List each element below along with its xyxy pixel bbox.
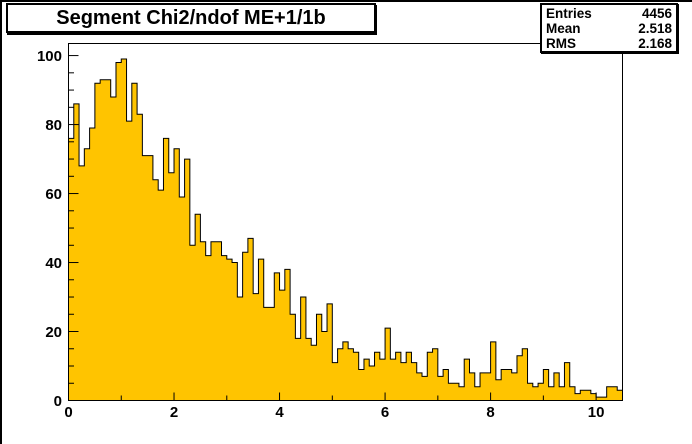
y-axis-label-40: 40: [45, 255, 62, 272]
stats-label: Entries: [546, 6, 592, 21]
stats-value: 2.168: [638, 36, 672, 51]
stats-value: 2.518: [638, 21, 672, 36]
x-axis-label-6: 6: [381, 404, 389, 421]
y-axis-label-20: 20: [45, 324, 62, 341]
y-axis-label-60: 60: [45, 186, 62, 203]
stats-label: RMS: [546, 36, 576, 51]
stats-value: 4456: [641, 6, 672, 21]
stats-box: Entries 4456 Mean 2.518 RMS 2.168: [540, 3, 678, 53]
y-axis-label-0: 0: [54, 393, 62, 410]
canvas-top-border: [0, 0, 692, 2]
x-axis-label-0: 0: [64, 404, 72, 421]
histogram-bars: [68, 58, 623, 401]
title-box: Segment Chi2/ndof ME+1/1b: [6, 3, 376, 33]
stats-row-mean: Mean 2.518: [546, 21, 672, 36]
canvas-left-border: [0, 0, 2, 444]
y-axis-label-100: 100: [37, 48, 62, 65]
x-axis-label-8: 8: [486, 404, 494, 421]
y-axis-label-80: 80: [45, 117, 62, 134]
x-axis-label-10: 10: [588, 404, 605, 421]
page-title: Segment Chi2/ndof ME+1/1b: [56, 6, 326, 29]
stats-label: Mean: [546, 21, 581, 36]
stats-row-entries: Entries 4456: [546, 6, 672, 21]
x-axis-label-2: 2: [170, 404, 178, 421]
x-axis-label-4: 4: [275, 404, 284, 421]
stats-row-rms: RMS 2.168: [546, 36, 672, 51]
